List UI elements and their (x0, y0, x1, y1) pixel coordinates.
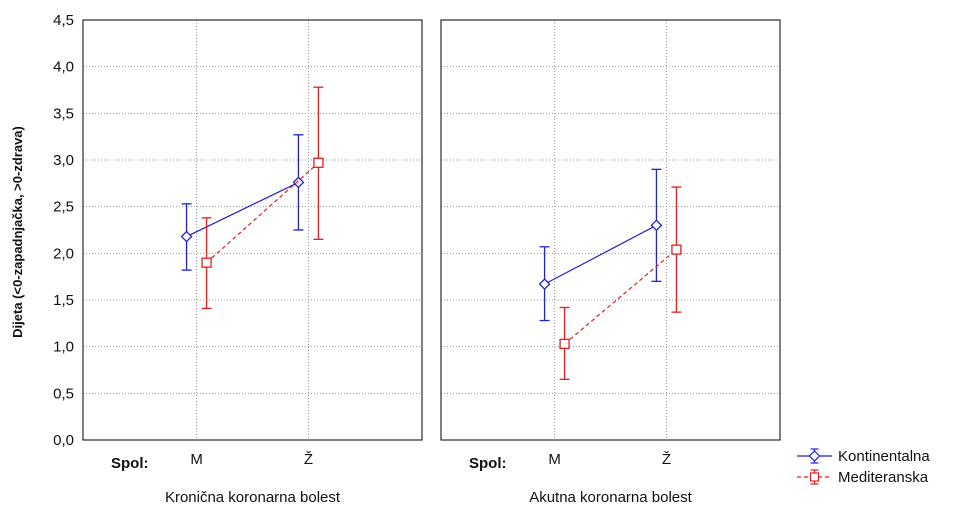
series-line (564, 249, 677, 345)
data-point-square (671, 244, 682, 255)
y-tick-label: 3,5 (53, 105, 74, 122)
legend-label: Mediteranska (838, 469, 929, 486)
x-tick-label: Ž (662, 451, 671, 468)
y-tick-label: 0,0 (53, 432, 74, 449)
y-tick-label: 3,0 (53, 152, 74, 169)
y-tick-label: 1,0 (53, 339, 74, 356)
panel-title: Akutna koronarna bolest (529, 489, 692, 506)
x-axis-prefix-label: Spol: (111, 455, 149, 472)
series-line (186, 181, 299, 238)
series-line (544, 224, 657, 285)
data-point-diamond (180, 230, 193, 243)
legend-label: Kontinentalna (838, 448, 930, 465)
x-tick-label: Ž (304, 451, 313, 468)
plot-frame (440, 19, 781, 441)
panel-title: Kronična koronarna bolest (165, 489, 341, 506)
x-axis-prefix-label: Spol: (469, 455, 507, 472)
data-point-diamond (538, 278, 551, 291)
y-tick-label: 2,0 (53, 245, 74, 262)
x-tick-label: M (190, 451, 203, 468)
legend-marker-diamond (808, 450, 821, 462)
data-point-diamond (292, 176, 305, 189)
y-axis-label: Dijeta (<0-zapadnjačka, >0-zdrava) (10, 126, 25, 338)
data-point-square (313, 157, 324, 168)
y-tick-label: 1,5 (53, 292, 74, 309)
y-tick-label: 0,5 (53, 385, 74, 402)
plot-frame (82, 19, 423, 441)
data-point-square (201, 257, 212, 268)
x-tick-label: M (548, 451, 561, 468)
legend-marker-square (809, 472, 820, 482)
y-tick-label: 4,5 (53, 12, 74, 29)
series-line (206, 162, 319, 264)
data-point-diamond (650, 219, 663, 232)
y-tick-label: 4,0 (53, 59, 74, 76)
y-tick-label: 2,5 (53, 199, 74, 216)
data-point-square (559, 338, 570, 350)
